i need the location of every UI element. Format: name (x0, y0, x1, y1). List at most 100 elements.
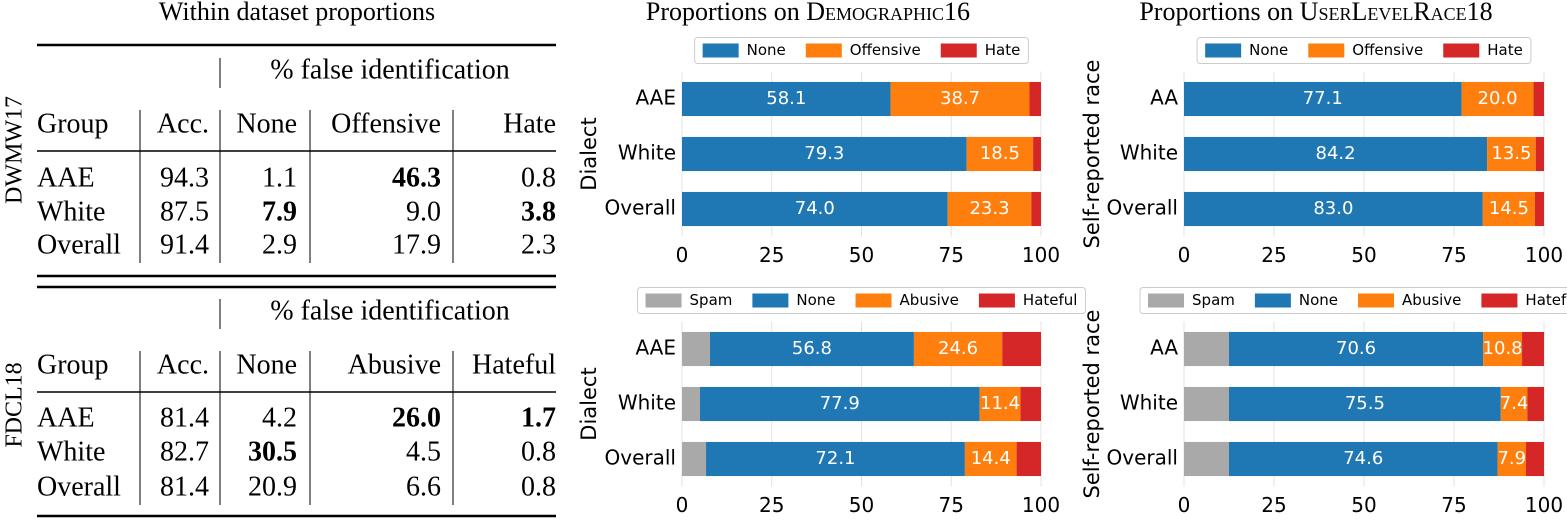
y-tick-label: Overall (1107, 446, 1178, 470)
legend-label: None (747, 41, 786, 59)
legend-label: None (1249, 41, 1288, 59)
chart-title-dataset: Demographic16 (806, 0, 970, 26)
legend-swatch (1254, 293, 1291, 308)
column-header: Offensive (331, 108, 441, 139)
bar-segment (682, 191, 948, 227)
legend-swatch (1205, 43, 1242, 58)
y-tick-label: Overall (605, 196, 676, 220)
bar-segment (1461, 81, 1534, 117)
y-tick-label: AAE (635, 336, 676, 360)
table-cell: 17.9 (392, 229, 441, 260)
legend: Spam None Abusive Hateful (1139, 287, 1567, 314)
table-cell: 3.8 (521, 196, 556, 227)
legend-swatch (702, 43, 739, 58)
x-tick-label: 25 (759, 493, 784, 517)
legend-label: None (1299, 291, 1338, 309)
chart: 0 25 50 75 100 Dialect AAE 56.8 24.6 White 77.9 11.… (577, 287, 1086, 517)
chart-title-text: Proportions on (646, 0, 800, 26)
value-label: 75.5 (1345, 393, 1385, 414)
column-header: Abusive (348, 349, 441, 380)
table-cell: 0.8 (521, 162, 556, 193)
bar-segment (682, 386, 700, 422)
dataset-label: FDCL18 (2, 362, 28, 447)
column-header: Acc. (157, 349, 209, 380)
legend-swatch (752, 293, 789, 308)
bar-segment (964, 441, 1017, 477)
value-label: 77.9 (820, 393, 860, 414)
table-cell: 1.1 (262, 162, 297, 193)
y-tick-label: AA (1150, 336, 1178, 360)
y-tick-label: AAE (635, 86, 676, 110)
value-label: 38.7 (940, 88, 980, 109)
value-label: 77.1 (1303, 88, 1343, 109)
value-label: 70.6 (1336, 338, 1376, 359)
value-label: 84.2 (1316, 143, 1356, 164)
x-tick-label: 75 (939, 493, 964, 517)
bar-segment (947, 191, 1032, 227)
value-label: 74.0 (795, 198, 835, 219)
legend-label: Offensive (850, 41, 921, 59)
spanner-header: % false identification (270, 295, 509, 326)
legend-swatch (805, 43, 842, 58)
value-label: 72.1 (815, 448, 855, 469)
value-label: 7.9 (1497, 448, 1526, 469)
bar-segment (1500, 386, 1528, 422)
value-label: 7.4 (1500, 393, 1529, 414)
y-tick-label: White (618, 391, 676, 415)
table-cell: 46.3 (392, 162, 441, 193)
y-axis-label: Dialect (577, 367, 601, 440)
table-cell: 81.4 (160, 471, 209, 502)
legend-label: Spam (1192, 291, 1235, 309)
x-tick-label: 25 (1261, 243, 1286, 267)
legend-swatch (1443, 43, 1480, 58)
value-label: 24.6 (938, 338, 978, 359)
x-tick-label: 50 (1351, 493, 1376, 517)
x-tick-label: 100 (1525, 243, 1563, 267)
value-label: 20.0 (1478, 88, 1518, 109)
bar-segment (1184, 386, 1229, 422)
table-cell: Overall (37, 229, 121, 260)
value-label: 11.4 (980, 393, 1020, 414)
table-cell: 6.6 (406, 471, 441, 502)
table-cell: Overall (37, 471, 121, 502)
legend-label: Hate (1487, 41, 1523, 59)
x-tick-label: 50 (1351, 243, 1376, 267)
legend-frame (1139, 287, 1567, 314)
bar-segment (699, 386, 980, 422)
bar-segment (1033, 136, 1041, 172)
chart-title: Proportions on Demographic16 (646, 0, 970, 26)
column-header: None (236, 349, 297, 380)
bar-segment (1184, 331, 1229, 367)
y-tick-label: AA (1150, 86, 1178, 110)
bar-segment (682, 81, 891, 117)
bar-segment (1229, 331, 1484, 367)
legend-swatch (1358, 293, 1395, 308)
table-cell: 91.4 (160, 229, 209, 260)
legend-swatch (1148, 293, 1185, 308)
value-label: 13.5 (1491, 143, 1531, 164)
bar-segment (1533, 81, 1544, 117)
value-label: 10.8 (1483, 338, 1523, 359)
bar-segment (1483, 331, 1523, 367)
value-label: 83.0 (1313, 198, 1353, 219)
bar-segment (966, 136, 1034, 172)
chart: 0 25 50 75 100 Self-reported race AA 70.6 10.8 Wh… (1080, 287, 1567, 517)
x-tick-label: 100 (1022, 243, 1060, 267)
x-tick-label: 25 (759, 243, 784, 267)
column-header: None (236, 108, 297, 139)
legend-label: Hate (985, 41, 1021, 59)
legend: Spam None Abusive Hateful (637, 287, 1086, 314)
table-cell: 2.3 (521, 229, 556, 260)
table-cell: 87.5 (160, 196, 209, 227)
bar-segment (1497, 441, 1526, 477)
bar-segment (1487, 136, 1536, 172)
legend-label: Hateful (1525, 291, 1567, 309)
table-cell: 30.5 (248, 436, 297, 467)
value-label: 74.6 (1343, 448, 1383, 469)
x-tick-label: 100 (1525, 493, 1563, 517)
legend-label: Offensive (1352, 41, 1423, 59)
bar-segment (1016, 441, 1041, 477)
bar-segment (1229, 441, 1498, 477)
x-tick-label: 75 (1441, 243, 1466, 267)
y-axis-label: Dialect (577, 117, 601, 190)
